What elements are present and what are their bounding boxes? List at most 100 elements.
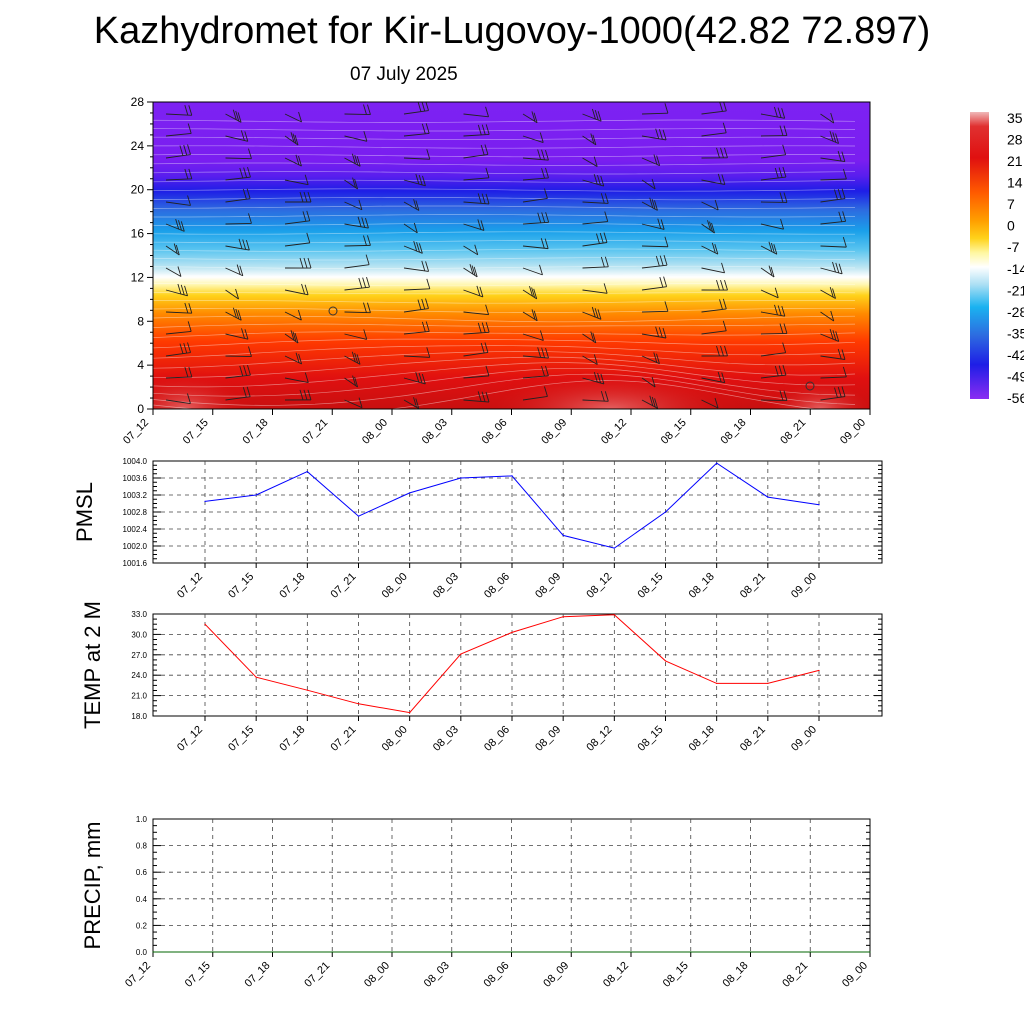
y-axis-label: PMSL	[72, 482, 97, 542]
wind-barb-shaft	[463, 375, 489, 379]
data-point	[409, 712, 411, 714]
data-point	[818, 504, 820, 506]
wind-barb-feather	[426, 278, 431, 289]
colorbar-label: 7	[1007, 196, 1015, 212]
wind-barb-shaft	[880, 114, 901, 120]
data-point	[255, 494, 257, 496]
wind-barb	[225, 213, 252, 225]
wind-barb-feather	[485, 322, 490, 333]
colorbar-label: 35	[1007, 110, 1023, 126]
wind-barb-feather	[232, 109, 237, 120]
wind-barb-feather	[416, 242, 420, 253]
wind-barb-feather	[425, 298, 429, 309]
wind-barb	[284, 257, 312, 269]
wind-barb-feather	[484, 144, 489, 155]
wind-barb-feather	[829, 329, 834, 340]
wind-barb-feather	[768, 265, 773, 276]
x-tick-label: 08_00	[380, 724, 410, 754]
wind-barb-feather	[722, 298, 727, 310]
wind-barb	[284, 210, 311, 225]
wind-barb-shaft	[880, 312, 901, 318]
wind-barb	[522, 365, 549, 379]
wind-barb-feather	[544, 188, 548, 199]
wind-barb-feather	[469, 263, 474, 275]
wind-barb	[284, 232, 311, 247]
wind-barb	[463, 244, 479, 256]
wind-barb-feather	[777, 305, 782, 316]
wind-barb-feather	[479, 286, 484, 298]
wind-barb-shaft	[760, 154, 786, 159]
wind-barb-feather	[365, 254, 370, 265]
wind-barb-feather	[837, 150, 842, 162]
wind-barb-feather	[721, 262, 725, 273]
wind-barb	[165, 144, 191, 159]
wind-barb	[582, 306, 602, 320]
wind-barb-feather	[899, 213, 902, 223]
wind-barb	[344, 302, 371, 314]
wind-barb-feather	[779, 323, 784, 334]
wind-barb	[760, 304, 786, 317]
wind-barb-feather	[485, 124, 490, 135]
wind-barb-shaft	[165, 399, 191, 405]
wind-barb-feather	[841, 151, 846, 162]
wind-barb-feather	[896, 375, 899, 385]
wind-barb-feather	[886, 352, 889, 362]
wind-barb-shaft	[880, 242, 904, 246]
line-panel-1: 1001.6 1002.0 1002.4 1002.8 1003.2 1003.6 1004…	[72, 457, 883, 601]
wind-barb-feather	[782, 342, 787, 353]
x-tick-label: 09_00	[789, 724, 819, 754]
data-point	[690, 951, 692, 953]
line-panel-3: 0.0 0.2 0.4 0.6 0.8 1.0 07_12 07_15 07_18 07_21 08…	[80, 815, 871, 990]
wind-barb	[225, 288, 239, 300]
wind-barb-feather	[720, 147, 724, 158]
wind-barb	[641, 178, 656, 190]
wind-barb-feather	[533, 112, 538, 123]
wind-barb-feather	[413, 222, 418, 234]
wind-barb-feather	[590, 331, 595, 342]
wind-barb-feather	[838, 263, 843, 274]
data-point	[562, 534, 564, 536]
wind-barb-feather	[721, 174, 726, 185]
wind-barb-shaft	[880, 222, 906, 224]
wind-barb	[463, 124, 490, 137]
wind-barb	[403, 149, 431, 160]
x-tick-label: 08_15	[661, 960, 691, 990]
x-tick-label: 08_09	[541, 960, 571, 990]
wind-barb	[225, 109, 242, 123]
wind-barb-shaft	[760, 289, 779, 299]
wind-barb	[820, 131, 839, 144]
wind-barb	[641, 236, 669, 248]
wind-barb	[225, 346, 252, 357]
x-tick-label: 09_00	[789, 571, 819, 601]
wind-barb	[641, 301, 669, 313]
x-tick-label: 07_15	[226, 571, 256, 601]
wind-barb-feather	[888, 156, 891, 166]
contour-line	[153, 380, 819, 409]
wind-barb	[760, 364, 787, 379]
wind-barb-feather	[299, 257, 304, 269]
wind-barb-feather	[363, 235, 367, 246]
x-tick-label: 08_21	[738, 571, 768, 601]
y-tick-label: 30.0	[131, 630, 147, 639]
data-point	[271, 951, 274, 953]
wind-barb	[284, 283, 309, 296]
wind-barb	[344, 131, 368, 142]
wind-barb-feather	[770, 266, 775, 278]
wind-barb-feather	[895, 281, 898, 291]
wind-barb	[225, 364, 251, 379]
wind-barb	[463, 365, 490, 379]
wind-barb-shaft	[284, 242, 310, 247]
wind-barb-feather	[714, 397, 719, 409]
wind-barb-feather	[711, 242, 716, 253]
wind-barb-feather	[779, 390, 784, 401]
wind-barb-shaft	[701, 267, 725, 274]
wind-barb	[284, 330, 299, 344]
wind-barb-shaft	[225, 222, 252, 225]
contour-line	[153, 222, 856, 226]
wind-barb-shaft	[403, 355, 430, 358]
wind-barb-shaft	[641, 245, 668, 248]
wind-barb-shaft	[463, 113, 489, 118]
data-point	[306, 689, 308, 691]
